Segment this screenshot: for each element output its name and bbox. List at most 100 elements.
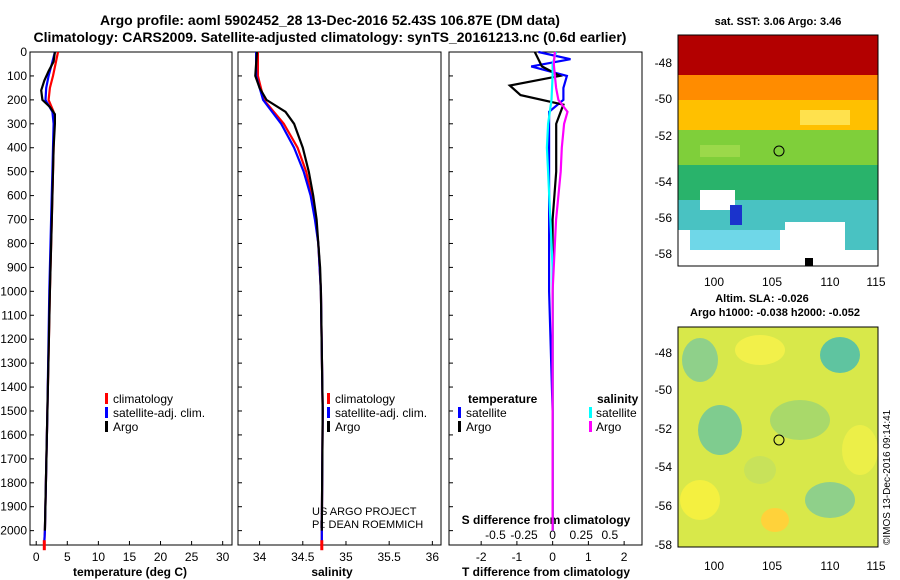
sst-lat-label: -58	[655, 247, 673, 261]
chart-marks: 0100200300400500600700800900100011001200…	[0, 45, 886, 573]
salinity-xtick-label: 35.5	[377, 550, 401, 564]
sst-map-title: sat. SST: 3.06 Argo: 3.46	[715, 16, 842, 28]
sst-float-marker	[773, 145, 785, 157]
temperature-ytick-label: 1300	[0, 356, 27, 370]
imos-credit: ©IMOS 13-Dec-2016 09:14:41	[882, 409, 893, 545]
sla-lat-label: -58	[655, 538, 673, 552]
legend-label-argo: Argo	[113, 420, 139, 434]
sst-map-frame	[677, 34, 879, 267]
temperature-xtick-label: 10	[92, 550, 106, 564]
legend-label-argo: Argo	[335, 420, 361, 434]
sla-lat-label: -56	[655, 499, 673, 513]
salinity-xtick-label: 36	[426, 550, 440, 564]
difference-series-t-argo	[507, 51, 565, 531]
salinity-series-satellite-adj-clim-	[255, 52, 324, 543]
sst-lat-label: -52	[655, 129, 673, 143]
sla-lat-label: -48	[655, 346, 673, 360]
difference-xtick-label: 2	[621, 550, 628, 564]
title-line-1: Argo profile: aoml 5902452_28 13-Dec-201…	[100, 12, 560, 28]
project-annotation-2: PI: DEAN ROEMMICH	[312, 519, 423, 531]
legend-swatch-climatology	[327, 393, 330, 404]
legend-swatch-satellite	[327, 407, 330, 418]
temperature-xtick-label: 15	[123, 550, 137, 564]
temperature-ytick-label: 1100	[1, 308, 27, 322]
difference-legend: temperature satellite Argo salinity sate…	[458, 392, 639, 434]
sst-lon-label: 115	[866, 275, 885, 289]
t-difference-axis-label: T difference from climatology	[462, 565, 630, 579]
difference-xtick-label: 0	[549, 550, 556, 564]
sla-lat-label: -52	[655, 422, 673, 436]
legend-swatch-argo	[327, 421, 330, 432]
temperature-ytick-label: 1700	[0, 452, 27, 466]
salinity-series-argo	[254, 51, 324, 531]
legend-label-climatology: climatology	[335, 392, 395, 406]
salinity-xtick-label: 35	[339, 550, 353, 564]
legend-label-satellite: satellite-adj. clim.	[113, 406, 205, 420]
sla-lon-label: 105	[762, 559, 782, 573]
sst-lat-label: -56	[655, 211, 673, 225]
temperature-ytick-label: 0	[20, 45, 27, 59]
temperature-ytick-label: 800	[7, 236, 27, 250]
temperature-ytick-label: 1900	[0, 500, 27, 514]
sst-lon-label: 105	[762, 275, 782, 289]
legend-label-t-satellite: satellite	[466, 406, 507, 420]
sst-lat-label: -48	[655, 56, 673, 70]
sst-lat-label: -54	[655, 175, 673, 189]
temperature-ytick-label: 200	[7, 93, 27, 107]
sla-map-title-1: Altim. SLA: -0.026	[715, 293, 809, 305]
temperature-ytick-label: 1000	[0, 284, 27, 298]
temperature-xtick-label: 25	[185, 550, 199, 564]
difference-xtick-label: -2	[476, 550, 487, 564]
salinity-bottom-marker	[320, 540, 324, 551]
temperature-ytick-label: 300	[7, 117, 27, 131]
salinity-xtick-label: 34	[253, 550, 267, 564]
difference-series-s-argo	[551, 51, 569, 531]
difference-plot-frame	[448, 51, 643, 546]
temperature-ytick-label: 2000	[0, 524, 27, 538]
temperature-ytick-label: 1200	[0, 332, 27, 346]
legend-swatch-argo	[105, 421, 108, 432]
temperature-series-argo	[40, 51, 57, 531]
title-line-2: Climatology: CARS2009. Satellite-adjuste…	[33, 29, 627, 45]
salinity-plot-frame	[237, 51, 442, 546]
temperature-xtick-label: 20	[154, 550, 168, 564]
difference-top-xtick-label: -0.5	[485, 528, 506, 542]
salinity-xtick-label: 34.5	[291, 550, 315, 564]
temperature-ytick-label: 500	[7, 165, 27, 179]
sla-float-marker	[773, 434, 785, 446]
temperature-plot-frame	[29, 51, 233, 546]
legend-swatch-s-satellite	[589, 407, 592, 418]
sst-lon-label: 100	[704, 275, 724, 289]
sla-map-frame	[677, 326, 879, 548]
legend-label-s-satellite: satellite	[596, 406, 637, 420]
difference-top-xtick-label: 0.5	[601, 528, 618, 542]
sla-map	[678, 327, 878, 547]
salinity-legend: climatology satellite-adj. clim. Argo	[327, 392, 427, 434]
salinity-series-climatology	[256, 52, 324, 543]
legend-label-t-argo: Argo	[466, 420, 492, 434]
sla-lat-label: -50	[655, 383, 673, 397]
sla-lon-label: 115	[866, 559, 885, 573]
salinity-axis-label: salinity	[311, 565, 353, 579]
sla-lon-label: 100	[704, 559, 724, 573]
sla-lon-label: 110	[820, 559, 839, 573]
sla-map-title-2: Argo h1000: -0.038 h2000: -0.052	[690, 307, 860, 319]
difference-top-xtick-label: 0.25	[570, 528, 594, 542]
temperature-xtick-label: 0	[33, 550, 40, 564]
difference-top-xtick-label: -0.25	[510, 528, 538, 542]
difference-xtick-label: -1	[512, 550, 523, 564]
temperature-ytick-label: 1500	[0, 404, 27, 418]
temperature-bottom-marker	[42, 540, 46, 551]
difference-top-xtick-label: 0	[549, 528, 556, 542]
difference-xtick-label: 1	[585, 550, 592, 564]
legend-swatch-climatology	[105, 393, 108, 404]
temperature-ytick-label: 100	[7, 69, 27, 83]
temperature-ytick-label: 700	[7, 213, 27, 227]
temperature-ytick-label: 400	[7, 141, 27, 155]
legend-title-salinity: salinity	[597, 392, 639, 406]
project-annotation-1: US ARGO PROJECT	[312, 506, 417, 518]
temperature-ytick-label: 900	[7, 260, 27, 274]
legend-label-satellite: satellite-adj. clim.	[335, 406, 427, 420]
temperature-xtick-label: 30	[216, 550, 230, 564]
